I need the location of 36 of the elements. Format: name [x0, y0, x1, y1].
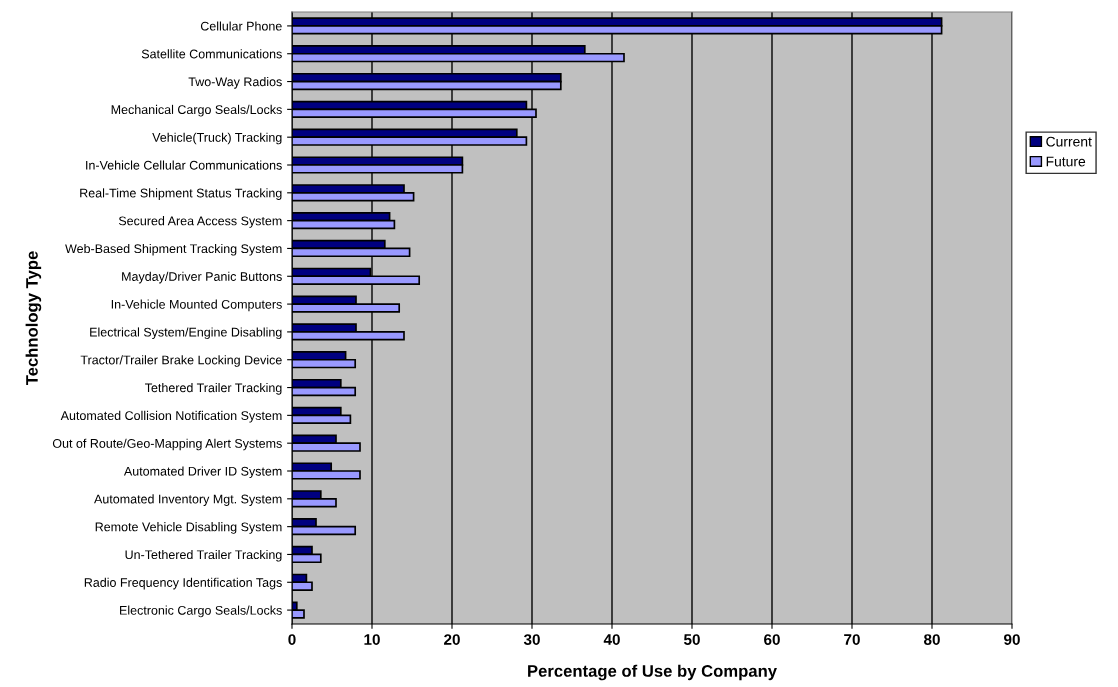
y-tick-label: Vehicle(Truck) Tracking	[152, 132, 282, 145]
y-tick-label: Real-Time Shipment Status Tracking	[80, 188, 282, 200]
y-tick-label: Mechanical Cargo Seals/Locks	[111, 104, 282, 117]
y-tick-label: Remote Vehicle Disabling System	[95, 522, 282, 534]
x-tick-label: 40	[603, 634, 620, 645]
legend-label: Current	[1046, 136, 1092, 147]
y-tick-label: Mayday/Driver Panic Buttons	[122, 271, 282, 284]
x-tick-label: 90	[1004, 634, 1020, 645]
y-tick-label: Two-Way Radios	[188, 77, 282, 89]
y-tick-label: Out of Route/Geo-Mapping Alert Systems	[52, 438, 282, 451]
y-tick-label: Web-Based Shipment Tracking System	[65, 243, 282, 256]
y-tick-label: In-Vehicle Cellular Communications	[86, 160, 282, 170]
x-axis-title: Percentage of Use by Company	[528, 664, 777, 681]
y-tick-label: Electrical System/Engine Disabling	[90, 327, 282, 340]
x-tick-label: 60	[764, 634, 780, 645]
x-tick-label: 70	[844, 634, 860, 645]
y-tick-label: Cellular Phone	[200, 21, 282, 31]
x-tick-label: 20	[444, 634, 460, 645]
y-axis-title: Technology Type	[25, 251, 42, 386]
y-tick-label: Satellite Communications	[141, 49, 282, 59]
y-tick-label: Automated Driver ID System	[123, 466, 282, 479]
y-tick-label: Automated Inventory Mgt. System	[94, 494, 282, 506]
y-tick-label: Tethered Trailer Tracking	[145, 383, 282, 395]
y-tick-label: In-Vehicle Mounted Computers	[111, 299, 282, 312]
x-tick-label: 0	[288, 634, 296, 645]
y-tick-label: Tractor/Trailer Brake Locking Device	[80, 355, 282, 367]
y-tick-label: Radio Frequency Identification Tags	[84, 577, 282, 590]
y-tick-label: Un-Tethered Trailer Tracking	[125, 549, 282, 562]
x-tick-label: 80	[923, 634, 940, 645]
y-tick-label: Secured Area Access System	[118, 216, 282, 228]
legend-label: Future	[1046, 156, 1086, 167]
y-tick-label: Electronic Cargo Seals/Locks	[120, 605, 282, 618]
y-tick-label: Automated Collision Notification System	[60, 410, 282, 423]
x-tick-label: 10	[364, 634, 380, 645]
x-tick-label: 50	[683, 634, 700, 645]
x-tick-label: 30	[523, 634, 540, 645]
